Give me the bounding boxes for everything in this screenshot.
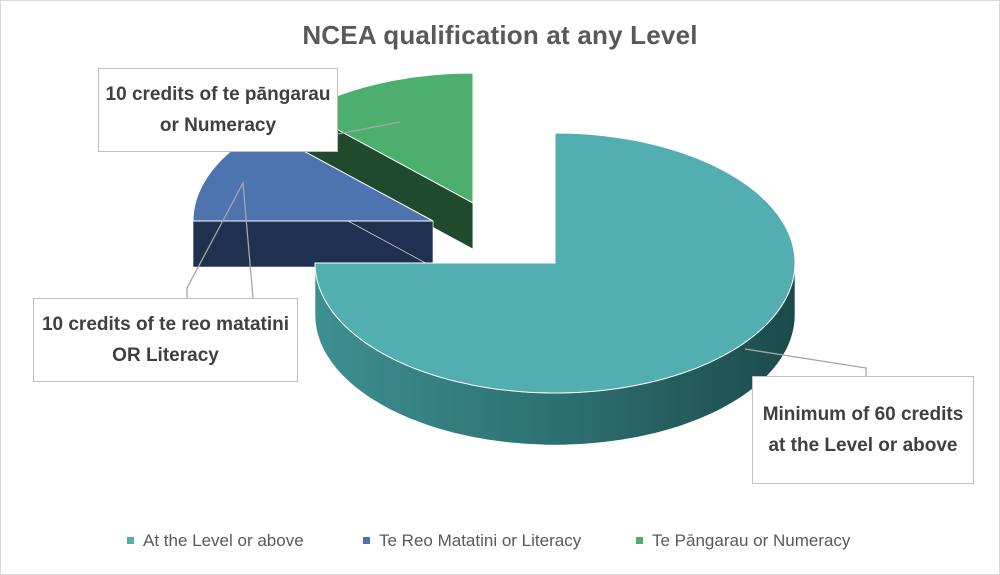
leader-line-numeracy — [337, 121, 401, 135]
legend-item-at-the-level: At the Level or above — [127, 529, 304, 553]
legend-item-numeracy: Te Pāngarau or Numeracy — [636, 529, 850, 553]
legend-swatch — [636, 537, 643, 545]
data-label-at-the-level: Minimum of 60 credits at the Level or ab… — [752, 376, 974, 484]
legend-swatch — [127, 537, 134, 545]
slice-at-the-level — [314, 132, 796, 394]
data-label-numeracy: 10 credits of te pāngarau or Numeracy — [98, 68, 338, 152]
legend: At the Level or above Te Reo Matatini or… — [0, 529, 1000, 553]
legend-label: Te Reo Matatini or Literacy — [379, 531, 582, 550]
data-label-literacy: 10 credits of te reo matatini OR Literac… — [33, 298, 298, 382]
legend-label: Te Pāngarau or Numeracy — [652, 531, 851, 550]
leader-line-at-the-level — [744, 348, 867, 376]
leader-line-literacy — [186, 180, 254, 299]
legend-swatch — [363, 537, 370, 545]
legend-label: At the Level or above — [143, 531, 304, 550]
legend-item-literacy: Te Reo Matatini or Literacy — [363, 529, 581, 553]
chart-title: NCEA qualification at any Level — [302, 20, 698, 50]
